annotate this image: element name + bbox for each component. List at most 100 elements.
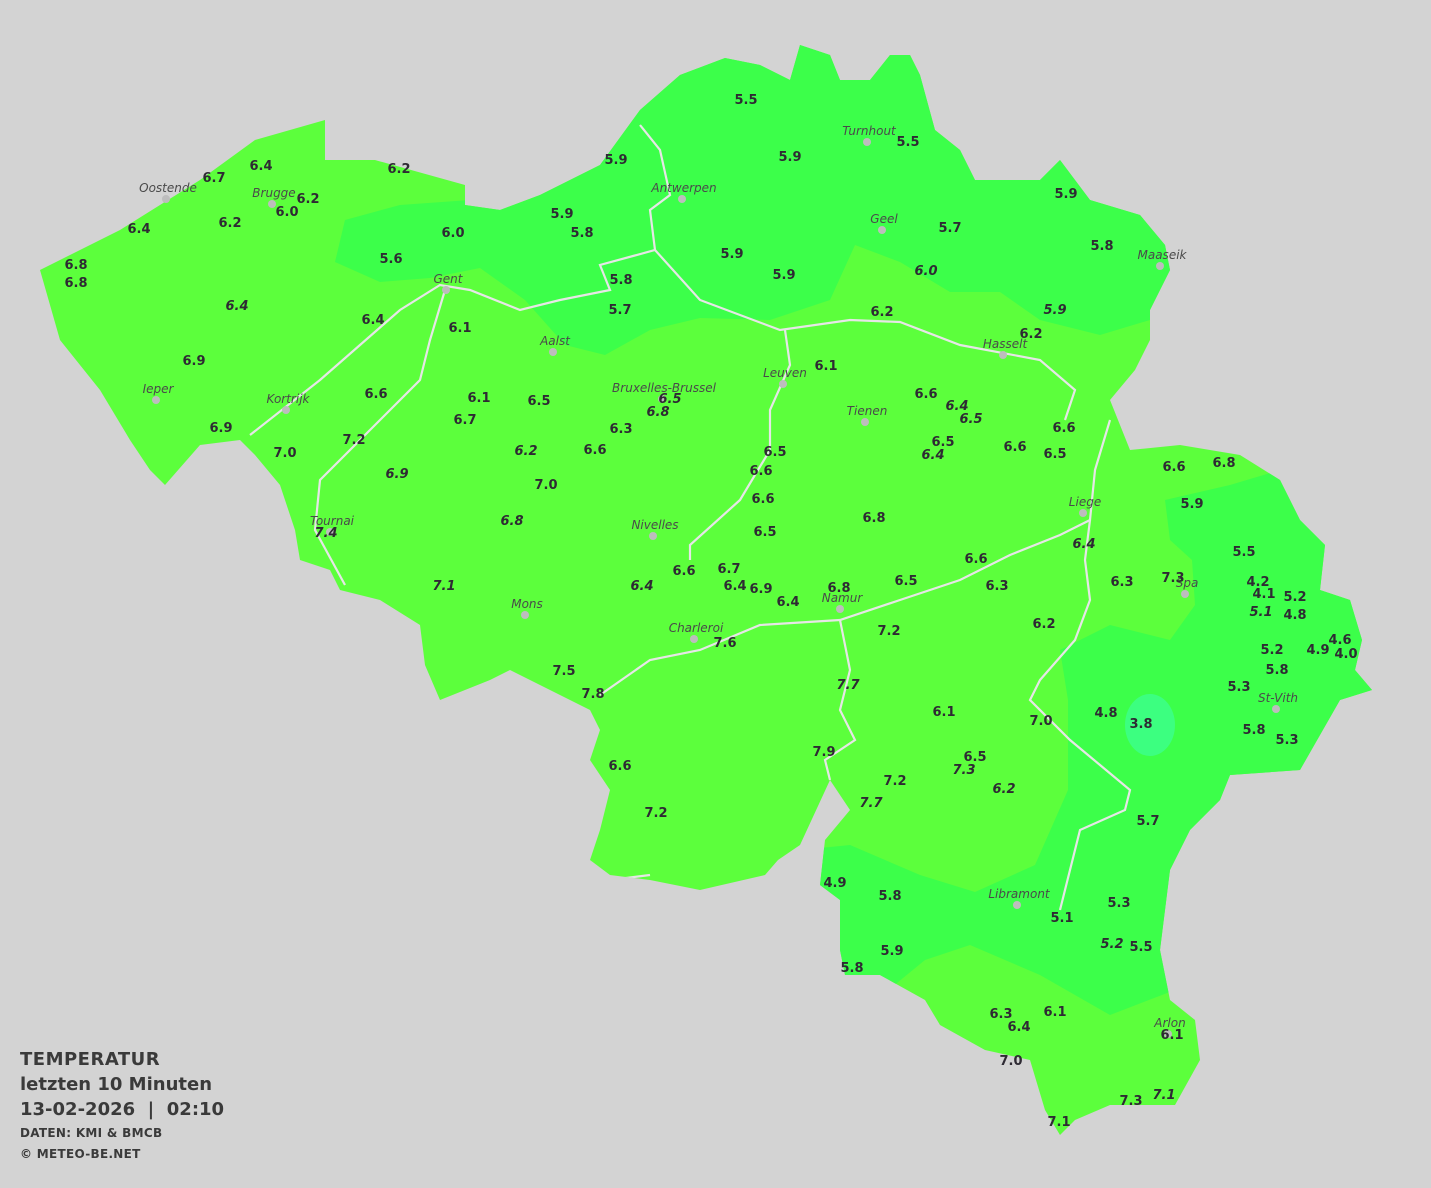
station-temperature: 5.7 — [938, 221, 961, 236]
river-line — [823, 619, 857, 781]
zone-cooler-east — [800, 470, 1372, 1015]
city-dot — [836, 605, 844, 613]
city-dot — [1079, 509, 1087, 517]
city-label: Leuven — [763, 366, 807, 380]
station-temperature: 6.6 — [964, 552, 987, 567]
station-temperature: 6.1 — [448, 321, 471, 336]
city-dot — [152, 396, 160, 404]
river-line — [1028, 519, 1132, 911]
station-temperature: 7.3 — [1161, 571, 1184, 586]
station-temperature: 5.5 — [1232, 545, 1255, 560]
station-temperature: 7.5 — [552, 664, 575, 679]
station-temperature: 6.3 — [989, 1007, 1012, 1022]
station-temperature: 5.9 — [604, 153, 627, 168]
station-temperature: 4.8 — [1283, 608, 1306, 623]
station-temperature: 5.2 — [1283, 590, 1306, 605]
station-temperature: 6.9 — [182, 354, 205, 369]
legend-datetime: 13-02-2026 | 02:10 — [20, 1099, 225, 1120]
station-temperature: 6.8 — [1212, 456, 1235, 471]
station-temperature: 6.5 — [894, 574, 917, 589]
city-namur: Namur — [822, 591, 864, 613]
station-temperature: 7.1 — [1152, 1088, 1175, 1103]
city-hasselt: Hasselt — [983, 337, 1028, 359]
station-temperature: 5.8 — [840, 961, 863, 976]
rivers — [249, 124, 1132, 911]
station-temperature: 7.7 — [836, 678, 860, 693]
city-dot — [1181, 590, 1189, 598]
station-temperature: 4.6 — [1328, 633, 1351, 648]
station-temperature: 6.0 — [914, 264, 937, 279]
station-temperature: 5.1 — [1249, 605, 1272, 620]
city-label: Gent — [434, 272, 464, 286]
station-temperature: 7.1 — [1047, 1115, 1070, 1130]
city-maaseik: Maaseik — [1138, 248, 1188, 270]
station-temperature: 3.8 — [1129, 717, 1152, 732]
station-temperature: 6.8 — [64, 276, 87, 291]
city-dot — [678, 195, 686, 203]
station-temperature: 6.8 — [862, 511, 885, 526]
station-temperature: 6.6 — [608, 759, 631, 774]
station-temperature: 6.2 — [1019, 327, 1042, 342]
station-temperature: 6.5 — [753, 525, 776, 540]
station-temperature: 5.6 — [379, 252, 402, 267]
city-label: Namur — [822, 591, 864, 605]
city-dot — [268, 200, 276, 208]
city-tienen: Tienen — [847, 404, 887, 426]
city-mons: Mons — [511, 597, 543, 619]
station-temperature: 6.7 — [202, 171, 225, 186]
station-temperature: 6.2 — [218, 216, 241, 231]
city-label: Ieper — [143, 382, 175, 396]
station-temperature: 6.2 — [1032, 617, 1055, 632]
station-temperature: 6.7 — [453, 413, 476, 428]
station-temperature: 6.6 — [751, 492, 774, 507]
station-temperature: 5.9 — [772, 268, 795, 283]
station-temperature: 5.8 — [609, 273, 632, 288]
station-temperature: 6.4 — [225, 299, 248, 314]
station-temperature: 7.2 — [883, 774, 906, 789]
station-temperature: 6.2 — [387, 162, 410, 177]
station-temperature: 5.8 — [1242, 723, 1265, 738]
city-geel: Geel — [870, 212, 898, 234]
city-kortrijk: Kortrijk — [267, 392, 311, 414]
station-temperature: 6.1 — [932, 705, 955, 720]
station-temperature: 5.9 — [1043, 303, 1066, 318]
station-temperature: 6.8 — [827, 581, 850, 596]
station-temperature: 6.3 — [609, 422, 632, 437]
station-temperature: 5.9 — [880, 944, 903, 959]
station-temperature: 5.3 — [1107, 896, 1130, 911]
station-temperature: 5.3 — [1275, 733, 1298, 748]
city-antwerpen: Antwerpen — [650, 181, 717, 203]
city-label: Oostende — [139, 181, 197, 195]
station-temperature: 6.6 — [749, 464, 772, 479]
station-temperature: 7.2 — [342, 433, 365, 448]
station-temperature: 6.4 — [921, 448, 944, 463]
station-temperature: 6.8 — [646, 405, 669, 420]
city-aalst: Aalst — [539, 334, 571, 356]
station-temperature: 6.4 — [249, 159, 272, 174]
station-temperature: 7.2 — [877, 624, 900, 639]
legend-copyright: © METEO-BE.NET — [20, 1147, 141, 1161]
station-temperature: 6.2 — [992, 782, 1015, 797]
city-label: Geel — [870, 212, 898, 226]
city-dot — [1164, 1030, 1172, 1038]
station-temperature: 6.6 — [1052, 421, 1075, 436]
city-label: Tournai — [310, 514, 355, 528]
station-temperature: 6.6 — [914, 387, 937, 402]
station-temperature: 5.8 — [1090, 239, 1113, 254]
station-temperature: 6.9 — [385, 467, 408, 482]
station-temperature: 7.8 — [581, 687, 604, 702]
city-dot — [861, 418, 869, 426]
city-label: Kortrijk — [267, 392, 311, 406]
city-dot — [1272, 705, 1280, 713]
city-nivelles: Nivelles — [631, 518, 679, 540]
station-temperature: 5.8 — [1265, 663, 1288, 678]
station-temperature: 5.7 — [1136, 814, 1159, 829]
city-layer: Oostende Brugge Antwerpen Turnhout Geel Maase… — [139, 124, 1298, 1038]
city-spa: Spa — [1176, 576, 1198, 598]
city-dot — [863, 138, 871, 146]
station-temperature: 6.1 — [1043, 1005, 1066, 1020]
station-temperature: 4.9 — [1306, 643, 1329, 658]
station-temperature: 6.0 — [275, 205, 298, 220]
city-turnhout: Turnhout — [842, 124, 897, 146]
